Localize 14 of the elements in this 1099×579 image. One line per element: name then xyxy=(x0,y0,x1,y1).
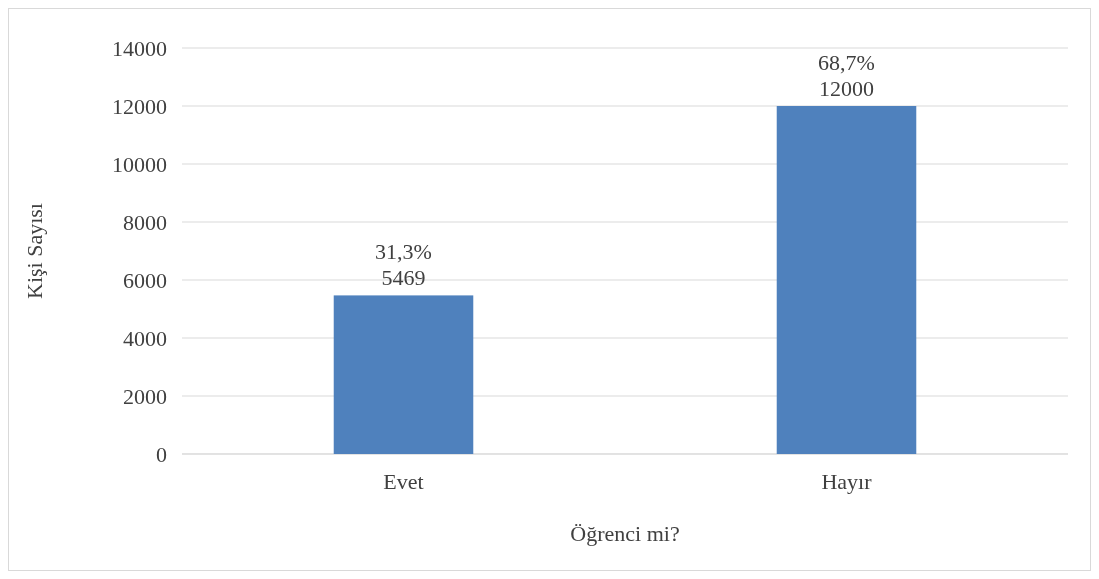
y-tick-label: 6000 xyxy=(123,267,167,293)
x-axis-title: Öğrenci mi? xyxy=(570,521,680,546)
y-tick-label: 10000 xyxy=(112,151,167,177)
x-tick-label: Evet xyxy=(383,468,424,494)
y-axis-title: Kişi Sayısı xyxy=(22,203,47,299)
y-tick-label: 4000 xyxy=(123,325,167,351)
x-tick-label: Hayır xyxy=(821,468,873,494)
data-label: 31,3% 5469 xyxy=(375,239,432,291)
y-tick-label: 2000 xyxy=(123,383,167,409)
y-tick-label: 0 xyxy=(156,441,167,467)
y-tick-label: 8000 xyxy=(123,209,167,235)
y-tick-label: 14000 xyxy=(112,35,167,61)
y-tick-label: 12000 xyxy=(112,93,167,119)
data-label: 68,7% 12000 xyxy=(818,49,875,101)
